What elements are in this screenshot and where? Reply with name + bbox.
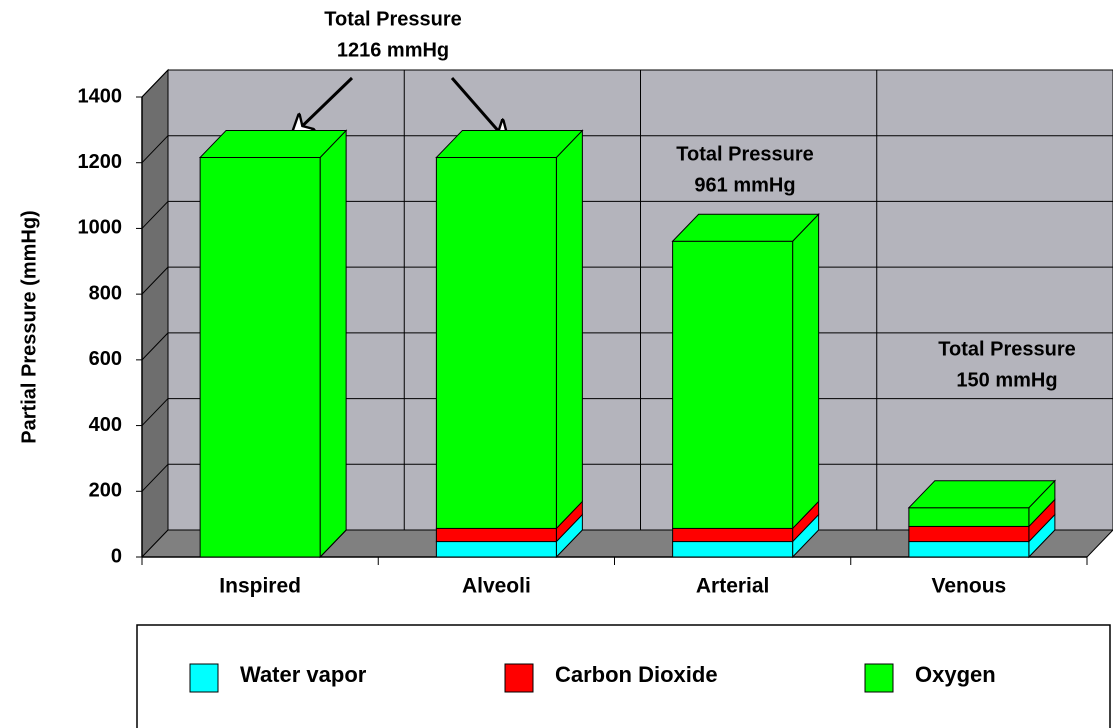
annotation: Total Pressure	[676, 143, 813, 165]
bar-top	[435, 129, 584, 158]
bar-top	[671, 213, 820, 242]
x-tick-label: Inspired	[219, 575, 301, 598]
annotation: 1216 mmHg	[337, 39, 449, 61]
y-tick-label: 800	[89, 282, 122, 304]
bar	[435, 156, 557, 529]
bar	[908, 541, 1030, 558]
annotation: Total Pressure	[938, 338, 1075, 360]
bar	[908, 507, 1030, 527]
x-tick-label: Venous	[932, 575, 1007, 598]
bar-side	[319, 129, 347, 559]
y-tick-label: 200	[89, 480, 122, 502]
grid-line-side	[141, 463, 169, 492]
annotation: Total Pressure	[324, 8, 461, 30]
grid-line-side	[141, 266, 169, 295]
legend-label: Oxygen	[915, 662, 996, 687]
x-tick-label: Arterial	[696, 575, 770, 598]
bar	[672, 527, 794, 543]
grid-line-side	[141, 332, 169, 361]
bar-top	[198, 129, 348, 158]
annotation: 961 mmHg	[694, 174, 795, 196]
y-tick-label: 400	[89, 414, 122, 436]
bar	[672, 240, 794, 529]
y-tick-label: 1400	[78, 85, 123, 107]
bar	[435, 527, 557, 543]
bar-side	[555, 129, 583, 530]
legend-swatch	[864, 663, 894, 693]
legend-label: Carbon Dioxide	[555, 662, 718, 687]
y-axis-title: Partial Pressure (mmHg)	[18, 210, 40, 443]
bar	[672, 541, 794, 558]
bar-top	[907, 480, 1057, 509]
bar	[199, 156, 321, 558]
y-tick-label: 600	[89, 348, 122, 370]
grid-line-side	[141, 135, 169, 164]
y-tick-label: 0	[111, 545, 122, 567]
grid-line-side	[141, 69, 169, 98]
legend-swatch	[504, 663, 534, 693]
annotation: 150 mmHg	[956, 369, 1057, 391]
x-tick-label: Alveoli	[462, 575, 531, 598]
bar	[908, 525, 1030, 543]
legend-label: Water vapor	[240, 662, 367, 687]
legend-swatch	[189, 663, 219, 693]
annotation-arrow	[292, 76, 354, 136]
grid-line-side	[141, 398, 169, 426]
bar	[435, 541, 557, 558]
y-tick-label: 1200	[78, 151, 123, 173]
side-wall	[141, 68, 169, 559]
bar-side	[792, 213, 820, 530]
grid-line-side	[141, 201, 169, 229]
y-tick-label: 1000	[78, 217, 123, 239]
legend-box	[136, 624, 1111, 728]
